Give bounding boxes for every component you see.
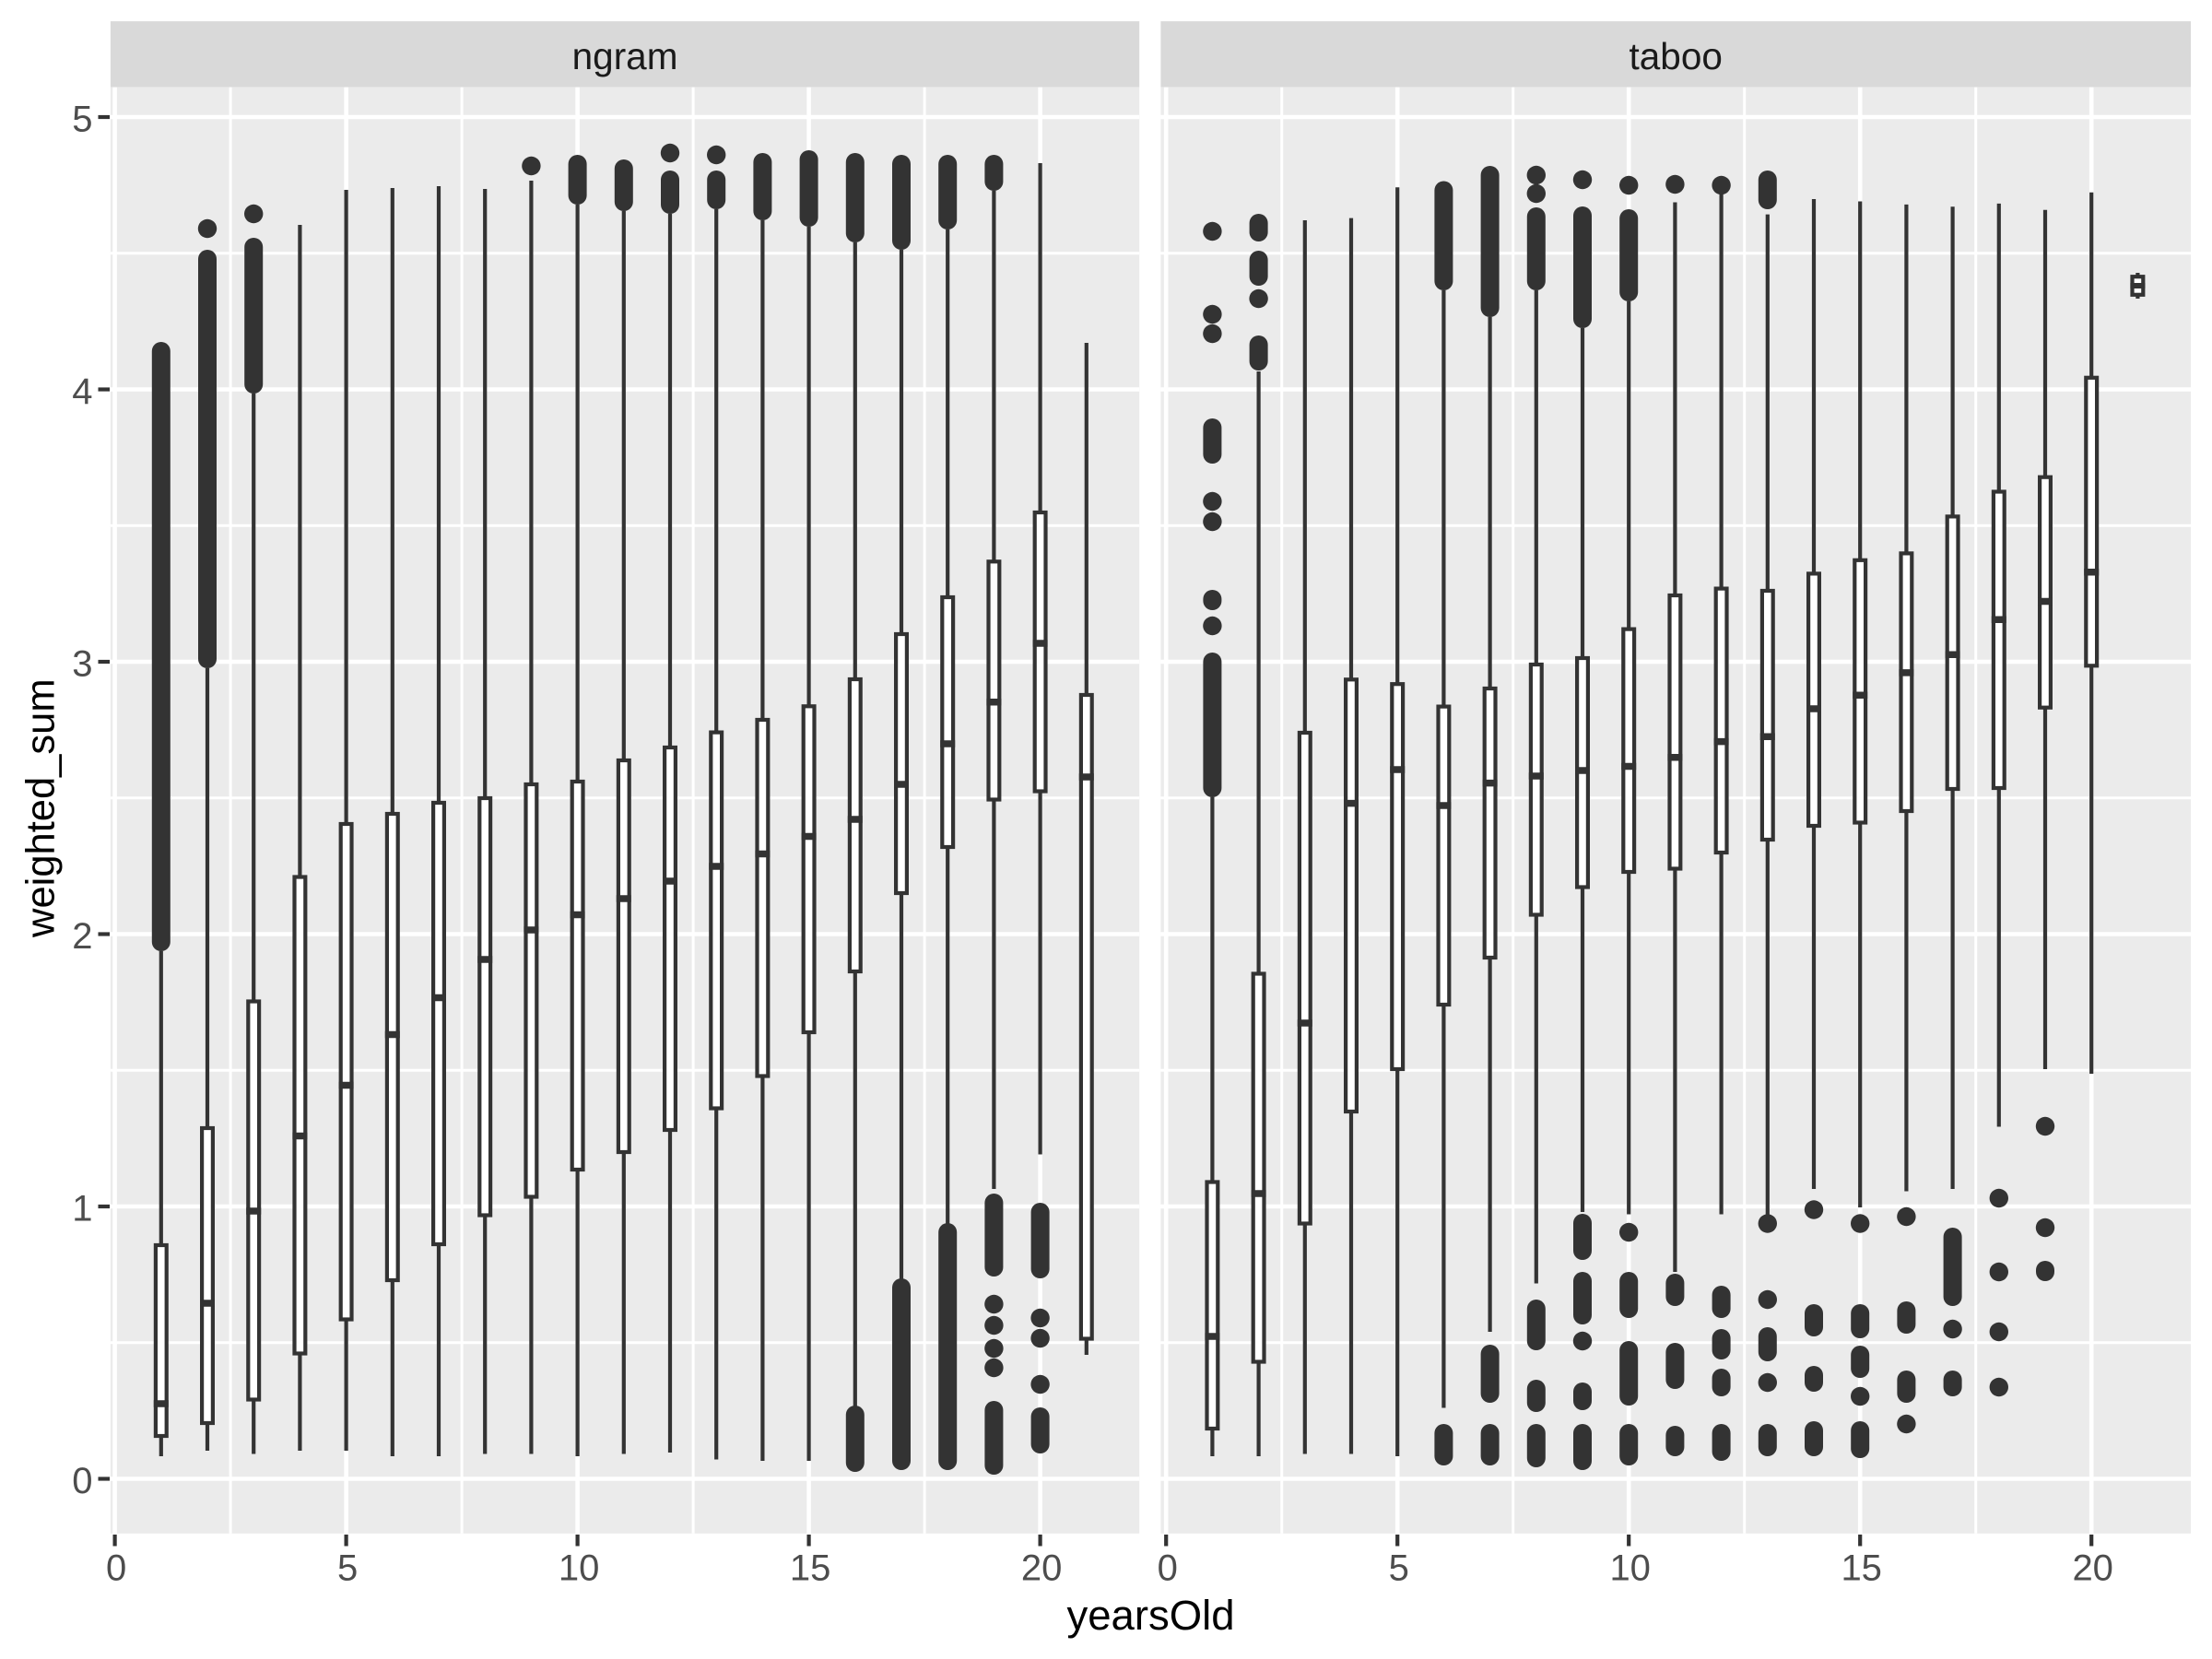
svg-text:ngram: ngram (572, 35, 678, 77)
svg-text:taboo: taboo (1630, 35, 1723, 77)
svg-text:20: 20 (1021, 1548, 1063, 1589)
svg-text:15: 15 (1841, 1548, 1882, 1589)
svg-text:10: 10 (559, 1548, 600, 1589)
svg-text:0: 0 (72, 1461, 92, 1501)
svg-text:5: 5 (72, 100, 92, 140)
svg-text:yearsOld: yearsOld (1066, 1592, 1234, 1639)
svg-text:0: 0 (1158, 1548, 1178, 1589)
svg-text:3: 3 (72, 644, 92, 685)
svg-text:weighted_sum: weighted_sum (19, 678, 64, 938)
svg-text:10: 10 (1609, 1548, 1651, 1589)
svg-text:2: 2 (72, 916, 92, 957)
svg-text:5: 5 (337, 1548, 358, 1589)
svg-text:5: 5 (1389, 1548, 1409, 1589)
svg-text:0: 0 (106, 1548, 126, 1589)
svg-text:20: 20 (2072, 1548, 2113, 1589)
svg-text:15: 15 (790, 1548, 831, 1589)
svg-text:4: 4 (72, 371, 92, 412)
svg-text:1: 1 (72, 1189, 92, 1230)
